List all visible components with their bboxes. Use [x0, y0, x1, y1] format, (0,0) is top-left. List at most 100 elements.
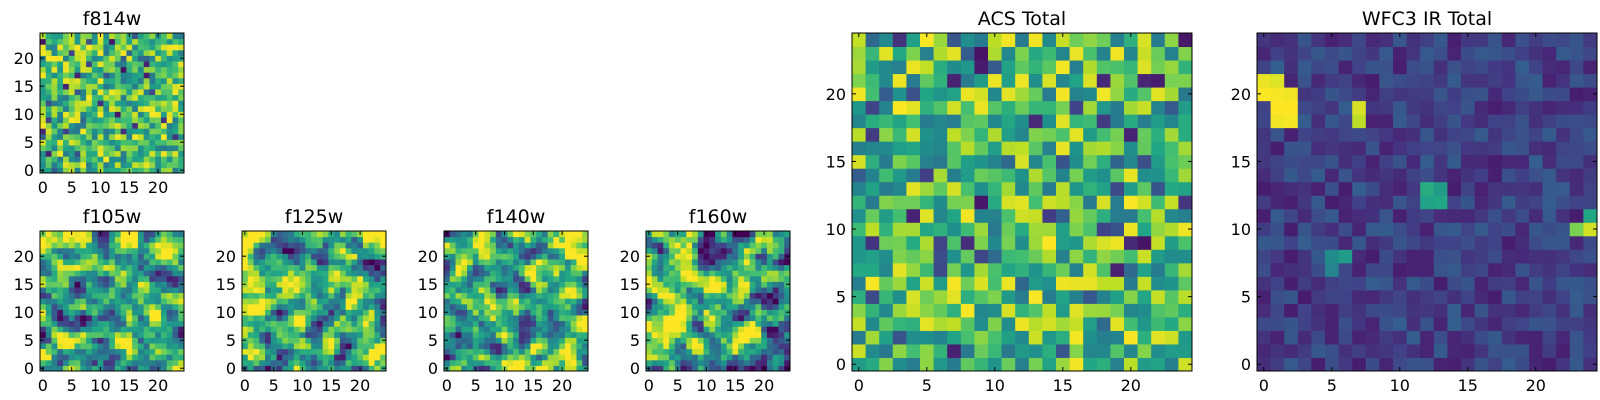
x-tick-label: 15 [321, 376, 341, 395]
heatmap-cell [478, 242, 485, 249]
heatmap-cell [132, 259, 139, 266]
heatmap-cell [120, 247, 127, 254]
y-tick-label: 10 [826, 220, 846, 239]
heatmap-cell [132, 100, 139, 107]
heatmap-cell [1257, 181, 1272, 196]
heatmap-cell [51, 337, 58, 344]
heatmap-cell [51, 38, 58, 45]
heatmap-cell [109, 326, 116, 333]
heatmap-cell [472, 354, 480, 361]
heatmap-cell [149, 309, 156, 316]
heatmap-cell [784, 303, 791, 310]
heatmap-cell [166, 133, 173, 140]
heatmap-cell [697, 247, 705, 254]
heatmap-cell [155, 156, 162, 163]
heatmap-cell [669, 236, 676, 243]
heatmap-cell [1178, 33, 1193, 48]
heatmap-cell [1042, 235, 1057, 250]
heatmap-cell [541, 275, 549, 282]
heatmap-cell [738, 292, 745, 299]
heatmap-cell [166, 33, 173, 40]
heatmap-cell [57, 167, 64, 174]
heatmap-cell [172, 139, 179, 146]
heatmap-cell [160, 105, 168, 112]
heatmap-cell [305, 315, 312, 322]
heatmap-cell [749, 242, 756, 249]
heatmap-cell [63, 365, 70, 372]
heatmap-cell [852, 357, 867, 372]
heatmap-cell [743, 348, 751, 355]
heatmap-cell [247, 320, 255, 327]
heatmap-cell [51, 264, 58, 271]
heatmap-cell [1583, 235, 1598, 250]
heatmap-cell [778, 298, 785, 305]
heatmap-cell [1529, 262, 1544, 277]
heatmap-cell [657, 275, 664, 282]
heatmap-cell [322, 247, 329, 254]
heatmap-cell [715, 247, 722, 254]
heatmap-cell [495, 281, 503, 288]
heatmap-cell [892, 181, 907, 196]
heatmap-cell [120, 303, 127, 310]
heatmap-cell [1488, 60, 1503, 75]
heatmap-cell [490, 247, 497, 254]
heatmap-cell [149, 270, 156, 277]
heatmap-cell [960, 316, 975, 331]
heatmap-cell [576, 242, 583, 249]
heatmap-cell [651, 320, 659, 327]
heatmap-cell [1257, 343, 1272, 358]
heatmap-cell [80, 298, 87, 305]
heatmap-cell [259, 236, 266, 243]
heatmap-cell [1501, 46, 1516, 61]
heatmap-cell [114, 49, 122, 56]
heatmap-cell [57, 354, 64, 361]
heatmap-cell [743, 236, 751, 243]
heatmap-cell [449, 320, 457, 327]
heatmap-cell [109, 38, 116, 45]
heatmap-cell [547, 303, 554, 310]
heatmap-cell [282, 354, 289, 361]
heatmap-cell [132, 275, 139, 282]
heatmap-cell [74, 281, 81, 288]
heatmap-cell [51, 77, 58, 84]
heatmap-cell [247, 231, 255, 238]
heatmap-cell [988, 357, 1003, 372]
heatmap-cell [137, 49, 145, 56]
heatmap-cell [149, 33, 156, 40]
heatmap-cell [270, 320, 278, 327]
heatmap-cell [132, 315, 139, 322]
heatmap-cell [74, 359, 81, 366]
heatmap-cell [947, 73, 962, 88]
heatmap-cell [559, 275, 566, 282]
heatmap-cell [1257, 168, 1272, 183]
heatmap-cell [518, 270, 526, 277]
heatmap-cell [322, 287, 329, 294]
heatmap-cell [57, 72, 64, 79]
heatmap-cell [865, 208, 880, 223]
heatmap-cell [86, 167, 93, 174]
heatmap-cell [1406, 208, 1421, 223]
heatmap-cell [461, 264, 468, 271]
heatmap-cell [137, 44, 145, 51]
heatmap-cell [669, 320, 676, 327]
heatmap-cell [1583, 316, 1598, 331]
heatmap-cell [1529, 289, 1544, 304]
heatmap-cell [449, 315, 457, 322]
heatmap-cell [1124, 33, 1139, 48]
heatmap-cell [311, 348, 318, 355]
heatmap-cell [988, 168, 1003, 183]
heatmap-cell [449, 242, 457, 249]
heatmap-cell [501, 292, 508, 299]
heatmap-cell [91, 287, 99, 294]
heatmap-cell [362, 275, 370, 282]
heatmap-cell [576, 309, 583, 316]
heatmap-cell [755, 315, 762, 322]
heatmap-cell [80, 128, 87, 135]
heatmap-cell [120, 105, 127, 112]
heatmap-cell [45, 354, 53, 361]
heatmap-cell [530, 292, 537, 299]
heatmap-cell [247, 303, 255, 310]
heatmap-cell [576, 287, 583, 294]
heatmap-cell [507, 247, 514, 254]
heatmap-cells-f160w [646, 231, 791, 372]
